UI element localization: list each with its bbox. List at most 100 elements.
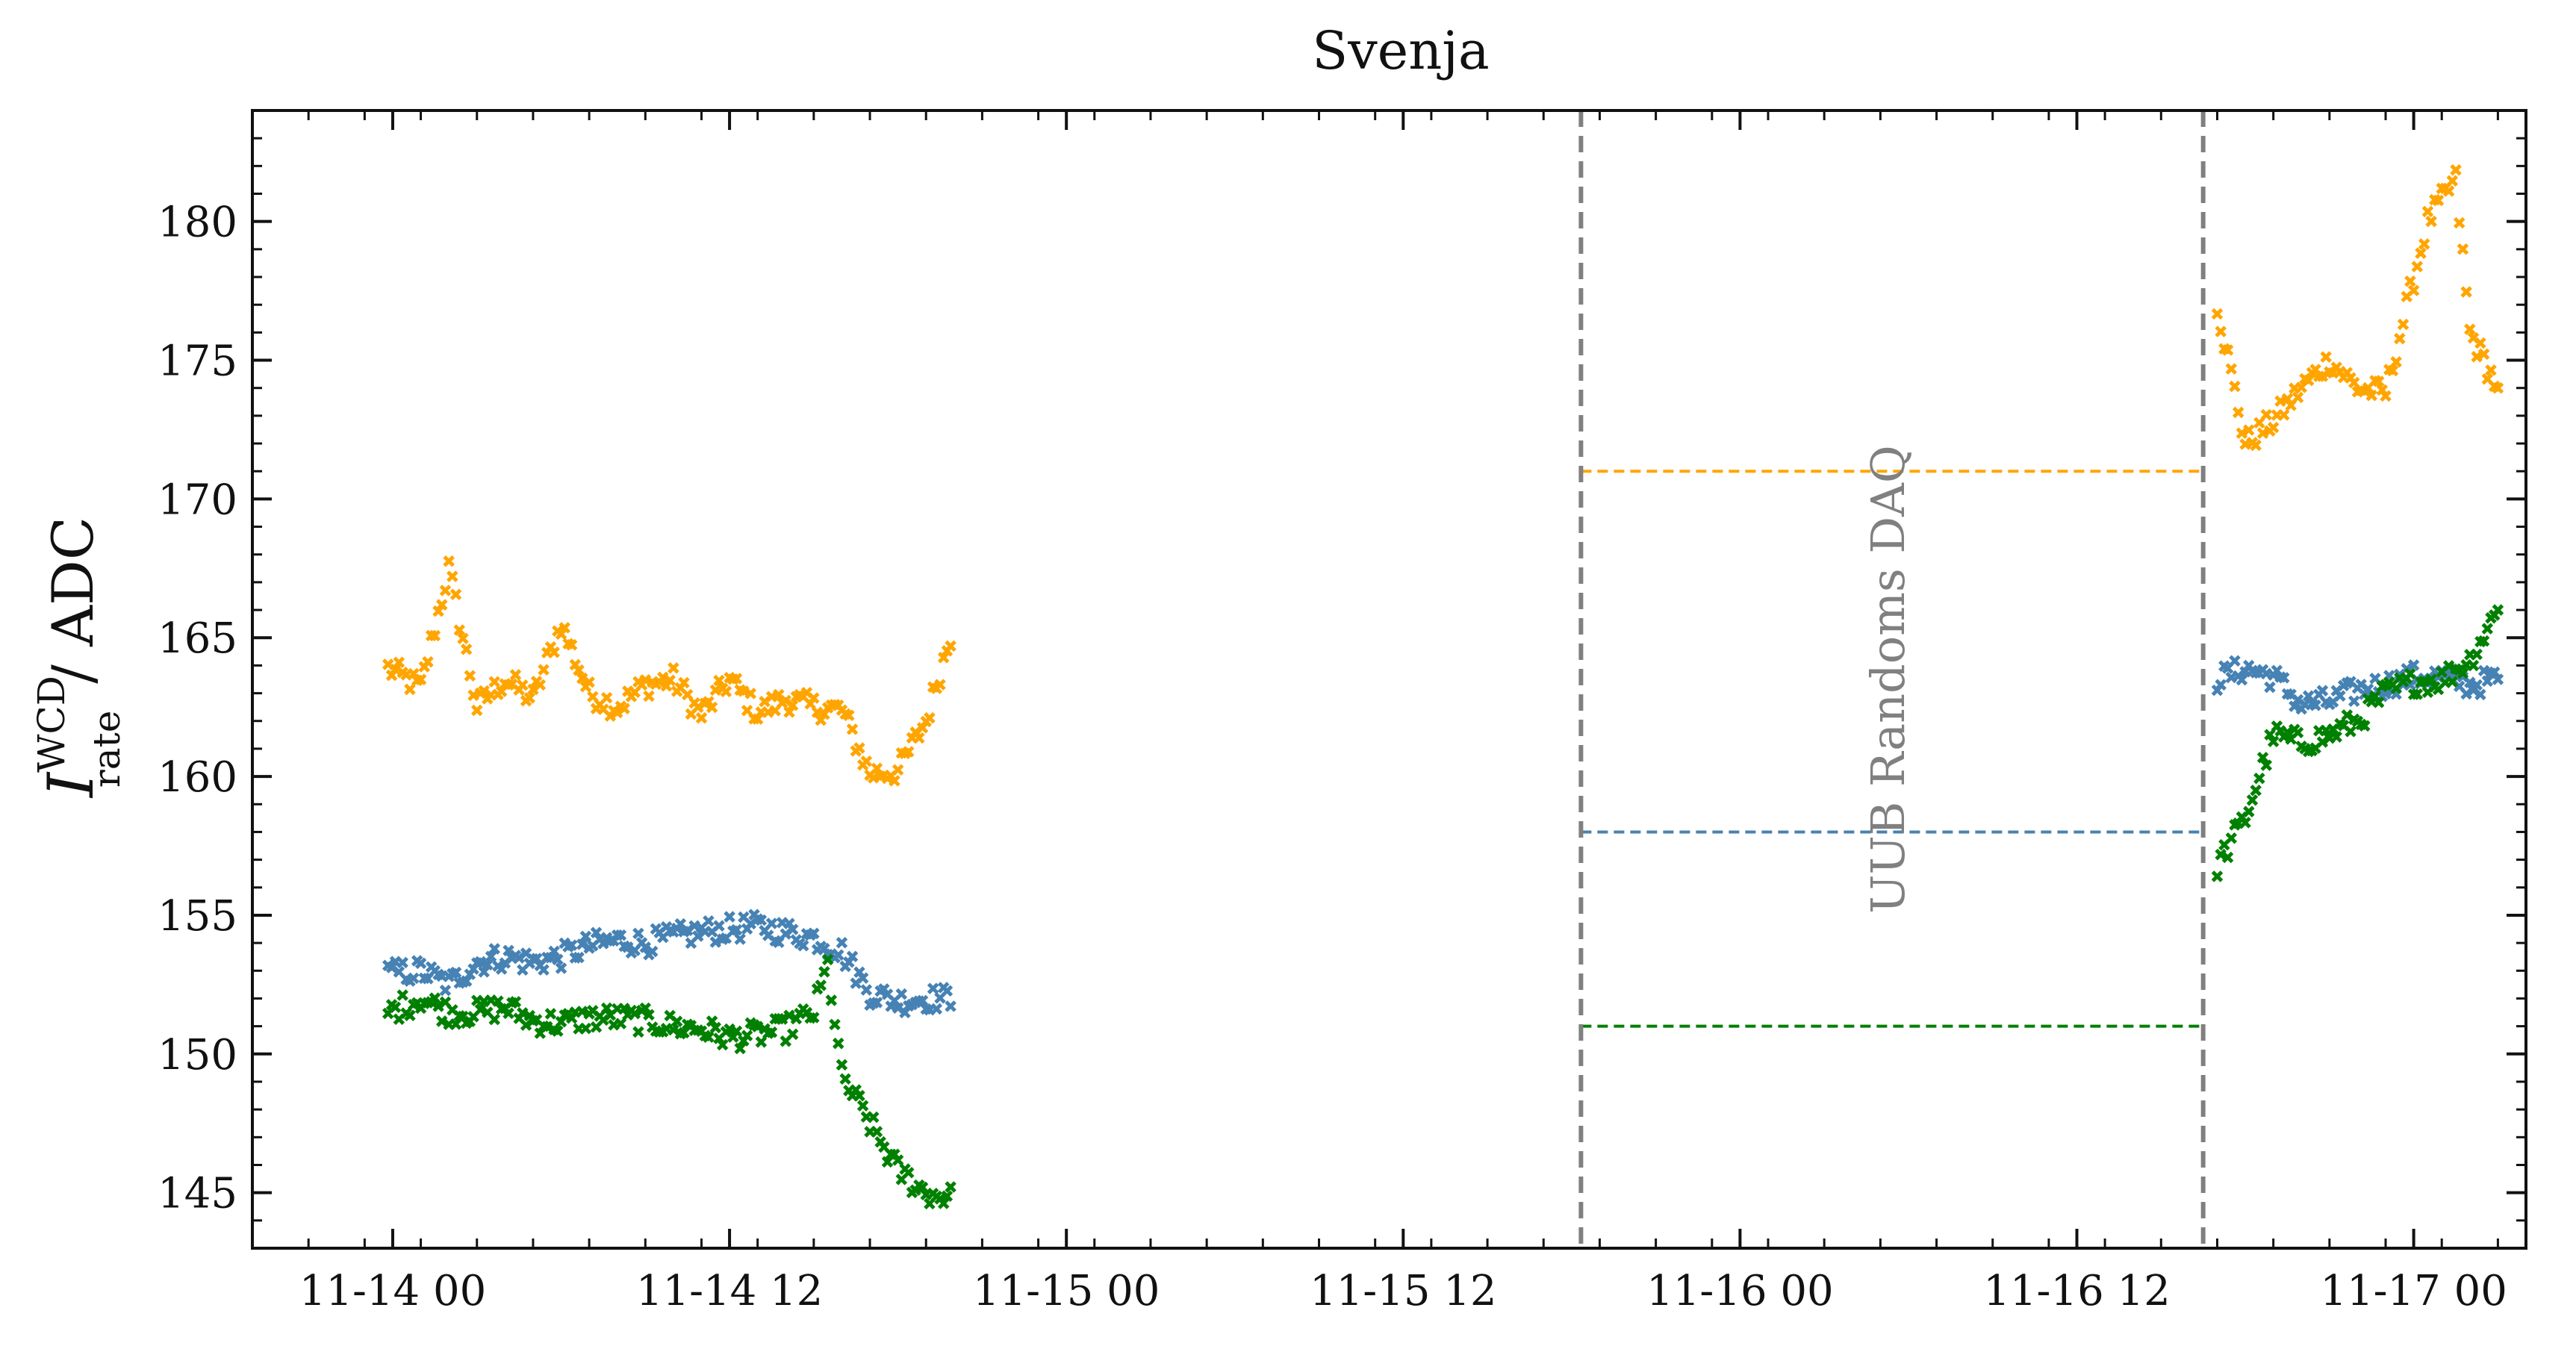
data-point [2236,427,2248,439]
data-point [2477,664,2490,677]
data-point [2488,666,2501,679]
data-point [632,927,644,940]
data-point [2467,659,2480,672]
data-point [945,640,956,652]
data-point [741,1029,753,1042]
data-point [930,1003,943,1015]
data-point [573,664,585,676]
data-point [389,663,402,676]
data-point [692,701,704,714]
data-point [695,711,708,724]
data-point [393,656,405,668]
data-point [2256,427,2269,440]
y-tick-label: 165 [158,614,237,663]
data-point [2292,391,2304,404]
data-point [2457,667,2469,679]
data-point [2250,785,2262,797]
data-point [2267,735,2280,747]
data-point [565,639,578,651]
data-point [867,1111,880,1124]
data-point [2485,364,2497,376]
data-point [552,953,564,965]
data-point [2277,672,2290,684]
x-tick-label: 11-14 12 [636,1267,824,1315]
data-point [2330,731,2343,743]
data-point [576,938,588,950]
data-point [751,1021,764,1032]
data-point [2359,720,2371,732]
data-point [2481,623,2494,635]
data-point [941,1190,953,1202]
data-point [443,555,455,567]
data-point [765,917,778,929]
data-point [2380,390,2392,402]
y-tick-label: 150 [158,1031,237,1079]
data-point [927,982,939,994]
data-point [488,1013,501,1026]
data-point [2215,679,2227,691]
data-point [482,959,494,970]
data-point [485,950,497,963]
data-point [576,672,588,685]
data-point [2274,395,2286,408]
data-point [422,655,434,668]
data-point [538,664,550,676]
data-point [2404,667,2416,680]
data-point [590,926,603,938]
data-point [2397,318,2409,331]
data-point [2394,332,2406,345]
data-point [934,679,946,691]
data-point [2221,344,2234,356]
data-point [2302,690,2315,702]
data-point [408,972,420,985]
data-point [2260,408,2273,421]
data-point [429,629,441,642]
data-point [724,1023,735,1035]
data-point [389,1001,402,1013]
data-point [600,1002,613,1015]
y-axis-label-symbol: I [34,771,108,799]
data-point [414,957,427,970]
data-point [860,984,873,996]
data-point [786,1028,799,1041]
data-point [2253,417,2265,429]
data-point [2404,275,2416,287]
data-point [615,1018,627,1029]
data-point [734,933,746,945]
data-point [2446,175,2459,187]
data-point [668,662,679,674]
data-point [2442,660,2455,672]
data-point [2386,364,2399,377]
data-point [2460,688,2472,700]
data-point [2492,673,2504,685]
data-point [2229,655,2241,667]
data-point [765,691,778,703]
data-point [730,1025,743,1038]
data-point [2281,393,2294,405]
data-point [2365,389,2378,402]
data-point [730,673,743,685]
data-point [615,929,627,941]
data-point [738,685,750,697]
data-point [2474,337,2486,349]
data-point [559,622,570,634]
data-point [478,685,490,697]
x-tick-label: 11-16 12 [1983,1267,2171,1315]
data-point [534,679,547,691]
data-point [457,632,469,645]
plot-frame [251,109,2527,1250]
data-point [523,692,535,704]
data-point [2453,216,2465,229]
x-tick-label: 11-16 00 [1646,1267,1834,1315]
data-point [734,1042,746,1055]
data-point [503,1007,514,1020]
data-point [2345,726,2356,738]
data-point [856,1100,869,1112]
data-point [916,994,929,1007]
data-point [899,1006,911,1019]
data-point [703,1031,715,1044]
data-point [716,1038,729,1051]
data-point [2229,380,2241,393]
data-point [720,685,732,698]
data-point [643,1009,655,1021]
